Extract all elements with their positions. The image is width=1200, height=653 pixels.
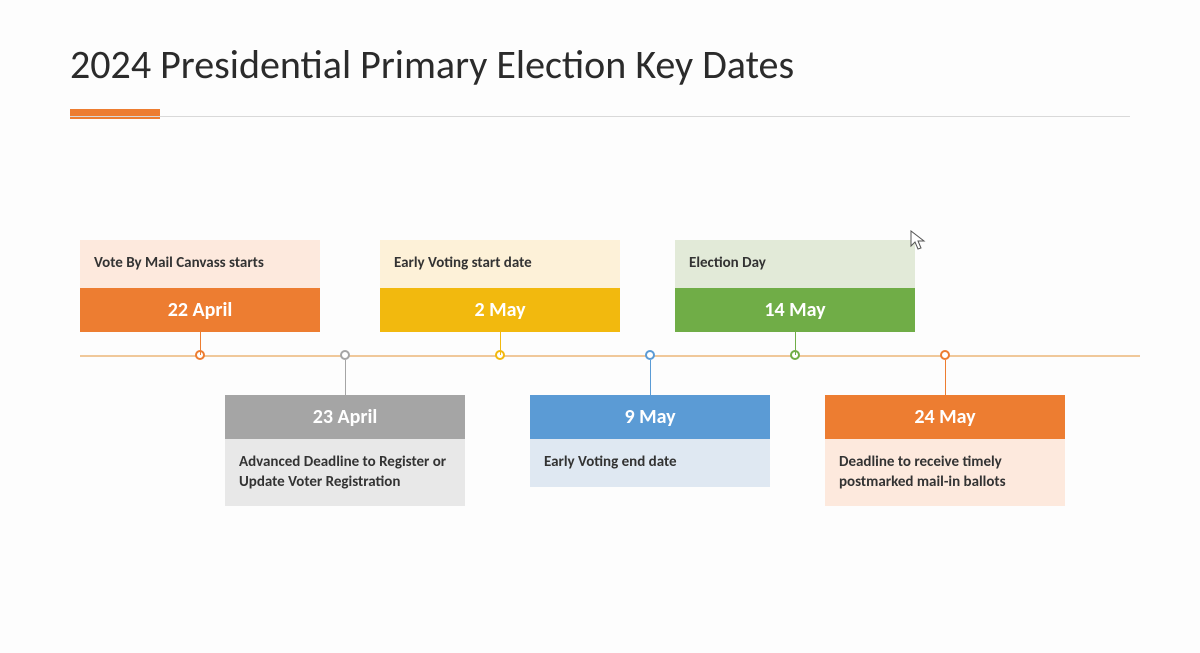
card-label: Early Voting start date bbox=[380, 240, 620, 288]
timeline-connector bbox=[345, 360, 346, 395]
timeline-dot bbox=[940, 350, 950, 360]
card-date: 14 May bbox=[675, 288, 915, 332]
card-date: 22 April bbox=[80, 288, 320, 332]
timeline-connector bbox=[200, 330, 201, 355]
bottom-card-1: 9 MayEarly Voting end date bbox=[530, 395, 770, 487]
bottom-card-0: 23 AprilAdvanced Deadline to Register or… bbox=[225, 395, 465, 506]
timeline-connector bbox=[945, 360, 946, 395]
title-rule bbox=[70, 109, 1130, 119]
rule-accent bbox=[70, 109, 160, 119]
rule-line bbox=[70, 116, 1130, 117]
card-date: 2 May bbox=[380, 288, 620, 332]
top-card-2: Election Day14 May bbox=[675, 240, 915, 332]
timeline-dot bbox=[645, 350, 655, 360]
card-label: Vote By Mail Canvass starts bbox=[80, 240, 320, 288]
timeline-connector bbox=[795, 330, 796, 355]
bottom-card-2: 24 MayDeadline to receive timely postmar… bbox=[825, 395, 1065, 506]
card-date: 24 May bbox=[825, 395, 1065, 439]
timeline-connector bbox=[500, 330, 501, 355]
top-card-0: Vote By Mail Canvass starts22 April bbox=[80, 240, 320, 332]
timeline: Vote By Mail Canvass starts22 AprilEarly… bbox=[80, 260, 1140, 620]
timeline-connector bbox=[650, 360, 651, 395]
timeline-axis bbox=[80, 355, 1140, 357]
card-date: 23 April bbox=[225, 395, 465, 439]
card-label: Early Voting end date bbox=[530, 439, 770, 487]
card-label: Advanced Deadline to Register or Update … bbox=[225, 439, 465, 506]
card-label: Deadline to receive timely postmarked ma… bbox=[825, 439, 1065, 506]
card-date: 9 May bbox=[530, 395, 770, 439]
top-card-1: Early Voting start date2 May bbox=[380, 240, 620, 332]
card-label: Election Day bbox=[675, 240, 915, 288]
cursor-icon bbox=[910, 230, 926, 252]
page-title: 2024 Presidential Primary Election Key D… bbox=[0, 0, 1200, 89]
timeline-dot bbox=[340, 350, 350, 360]
